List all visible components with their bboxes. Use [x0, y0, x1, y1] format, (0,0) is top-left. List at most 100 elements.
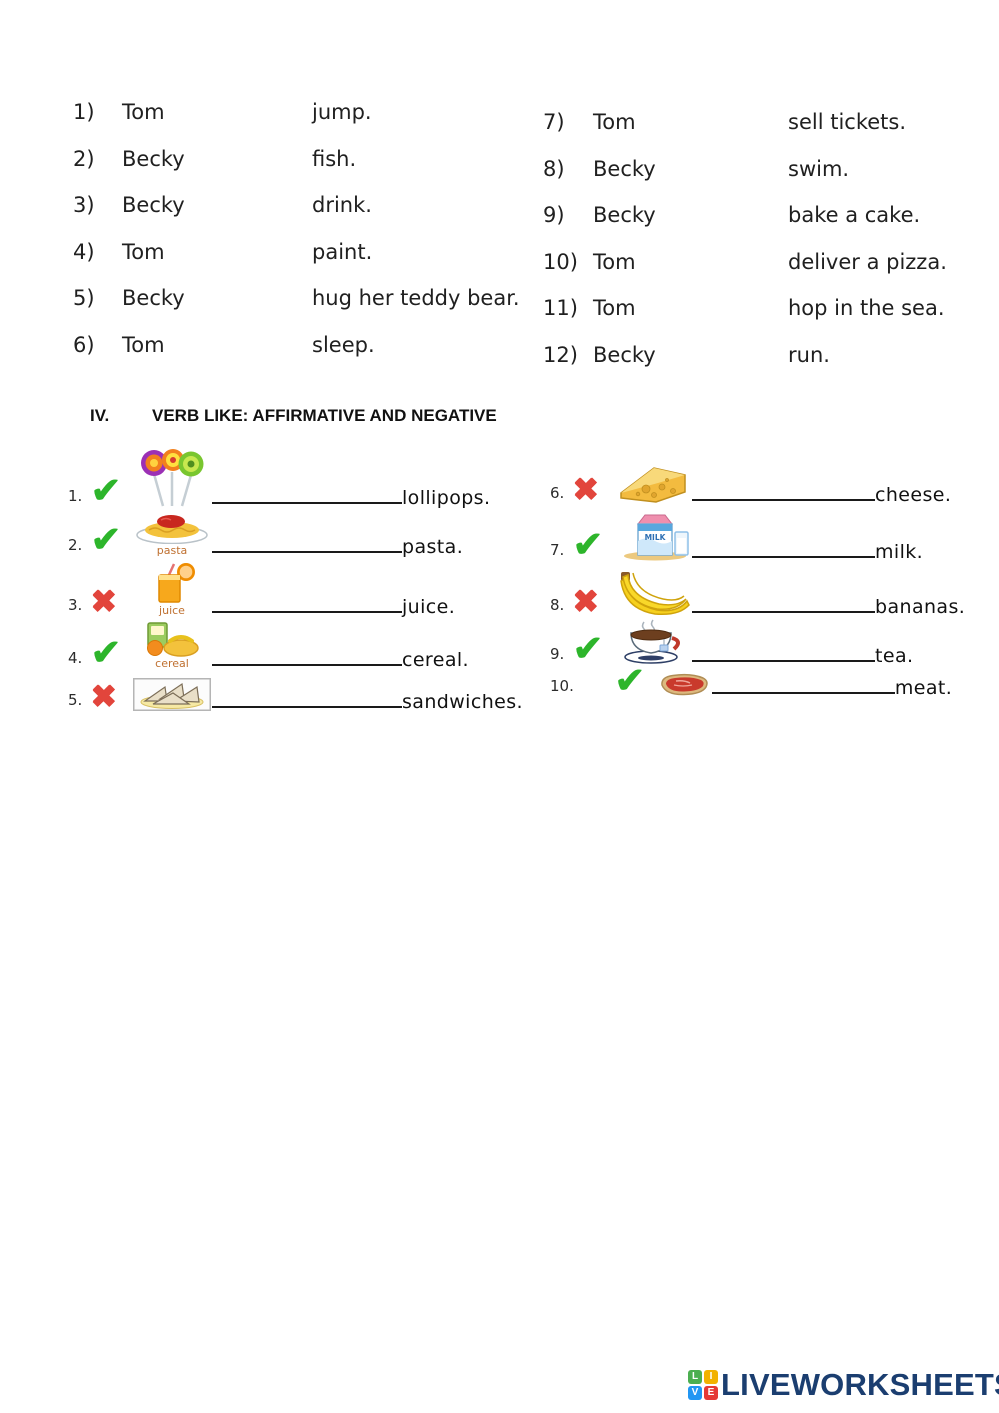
answer-blank[interactable]	[692, 556, 875, 558]
verb-phrase: hop in the sea.	[788, 296, 945, 320]
student-name: Becky	[593, 203, 656, 227]
check-icon	[90, 637, 132, 671]
image-caption: pasta	[156, 544, 188, 557]
cereal-image: cereal	[132, 621, 212, 671]
exercise-item-1: 1. lollipops.	[68, 449, 491, 509]
verb-phrase: drink.	[312, 193, 372, 217]
image-caption: cereal	[155, 657, 189, 670]
answer-blank[interactable]	[212, 502, 402, 504]
answer-blank[interactable]	[212, 706, 402, 708]
item-word: tea.	[875, 645, 914, 667]
student-name: Tom	[593, 110, 636, 134]
student-name: Tom	[122, 100, 165, 124]
item-word: lollipops.	[402, 487, 491, 509]
check-icon	[572, 529, 614, 563]
item-word: meat.	[894, 677, 953, 699]
verb-phrase: bake a cake.	[788, 203, 921, 227]
item-number: 2.	[68, 536, 83, 554]
item-number: 1.	[68, 487, 83, 505]
exercise-item-3: 3. juice juice.	[68, 561, 455, 618]
verb-phrase: sell tickets.	[788, 110, 907, 134]
item-number: 4.	[68, 649, 83, 667]
exercise-item-2: 2. pasta pasta.	[68, 506, 463, 558]
sentence-row: 9) Becky bake a cake.	[543, 203, 947, 250]
bananas-image	[614, 569, 692, 618]
liveworksheets-logo-text: LIVEWORKSHEETS	[721, 1367, 999, 1402]
sentence-list-left: 1) Tom jump. 2) Becky fish. 3) Becky dri…	[73, 100, 520, 379]
sentence-row: 10) Tom deliver a pizza.	[543, 250, 947, 297]
row-number: 11)	[543, 296, 578, 320]
answer-blank[interactable]	[692, 660, 875, 662]
verb-phrase: sleep.	[312, 332, 375, 357]
exercise-item-6: 6. cheese.	[550, 461, 951, 506]
logo-tile-v: V	[688, 1385, 702, 1400]
pasta-image: pasta	[132, 508, 212, 558]
check-icon	[90, 475, 132, 509]
section-roman-numeral: IV.	[90, 406, 110, 425]
liveworksheets-logo[interactable]: L I V E LIVEWORKSHEETS	[688, 1369, 999, 1400]
sentence-row: 12) Becky run.	[543, 343, 947, 390]
cross-icon	[572, 588, 614, 618]
liveworksheets-logo-icon: L I V E	[688, 1369, 718, 1400]
student-name: Becky	[593, 156, 656, 181]
logo-tile-i: I	[704, 1369, 718, 1384]
student-name: Becky	[122, 286, 185, 310]
item-number: 9.	[550, 645, 565, 663]
milk-image: MILK	[614, 509, 692, 563]
row-number: 9)	[543, 203, 565, 227]
exercise-item-4: 4. cereal cereal.	[68, 619, 469, 671]
sentence-row: 8) Becky swim.	[543, 157, 947, 204]
row-number: 6)	[73, 332, 95, 357]
check-icon	[614, 665, 656, 699]
image-caption: juice	[159, 604, 185, 617]
row-number: 12)	[543, 342, 578, 367]
logo-tile-e: E	[704, 1385, 718, 1400]
item-number: 3.	[68, 596, 83, 614]
answer-blank[interactable]	[212, 611, 402, 613]
answer-blank[interactable]	[212, 551, 402, 553]
sentence-row: 5) Becky hug her teddy bear.	[73, 286, 520, 333]
verb-phrase: jump.	[312, 100, 372, 124]
student-name: Tom	[122, 239, 165, 264]
answer-blank[interactable]	[212, 664, 402, 666]
check-icon	[572, 633, 614, 667]
sentence-row: 6) Tom sleep.	[73, 333, 520, 380]
student-name: Becky	[593, 342, 656, 367]
row-number: 7)	[543, 110, 565, 134]
item-word: juice.	[402, 596, 456, 618]
item-word: cheese.	[875, 484, 952, 506]
cheese-image	[614, 462, 692, 506]
verb-phrase: fish.	[312, 146, 357, 171]
sentence-row: 4) Tom paint.	[73, 240, 520, 287]
row-number: 5)	[73, 286, 95, 310]
item-word: milk.	[875, 541, 924, 563]
exercise-item-5: 5. sandwiches.	[68, 676, 523, 713]
row-number: 10)	[543, 249, 578, 274]
sentence-list-right: 7) Tom sell tickets. 8) Becky swim. 9) B…	[543, 110, 947, 389]
sentence-row: 11) Tom hop in the sea.	[543, 296, 947, 343]
item-word: pasta.	[402, 536, 464, 558]
lollipops-image	[132, 449, 212, 509]
row-number: 4)	[73, 239, 95, 264]
answer-blank[interactable]	[692, 611, 875, 613]
item-word: bananas.	[875, 596, 966, 618]
row-number: 1)	[73, 100, 95, 124]
answer-blank[interactable]	[692, 499, 875, 501]
exercise-item-10: 10. meat.	[550, 667, 952, 699]
row-number: 3)	[73, 193, 95, 217]
exercise-item-8: 8. bananas.	[550, 566, 965, 618]
sentence-row: 2) Becky fish.	[73, 147, 520, 194]
item-number: 7.	[550, 541, 565, 559]
exercise-item-9: 9. tea.	[550, 619, 914, 667]
student-name: Tom	[593, 249, 636, 274]
check-icon	[90, 524, 132, 558]
juice-image: juice	[132, 562, 212, 618]
cross-icon	[90, 588, 132, 618]
answer-blank[interactable]	[711, 692, 895, 694]
verb-phrase: deliver a pizza.	[788, 249, 947, 274]
sentence-row: 7) Tom sell tickets.	[543, 110, 947, 157]
meat-image	[656, 671, 712, 699]
sentence-row: 1) Tom jump.	[73, 100, 520, 147]
verb-phrase: hug her teddy bear.	[312, 286, 520, 310]
